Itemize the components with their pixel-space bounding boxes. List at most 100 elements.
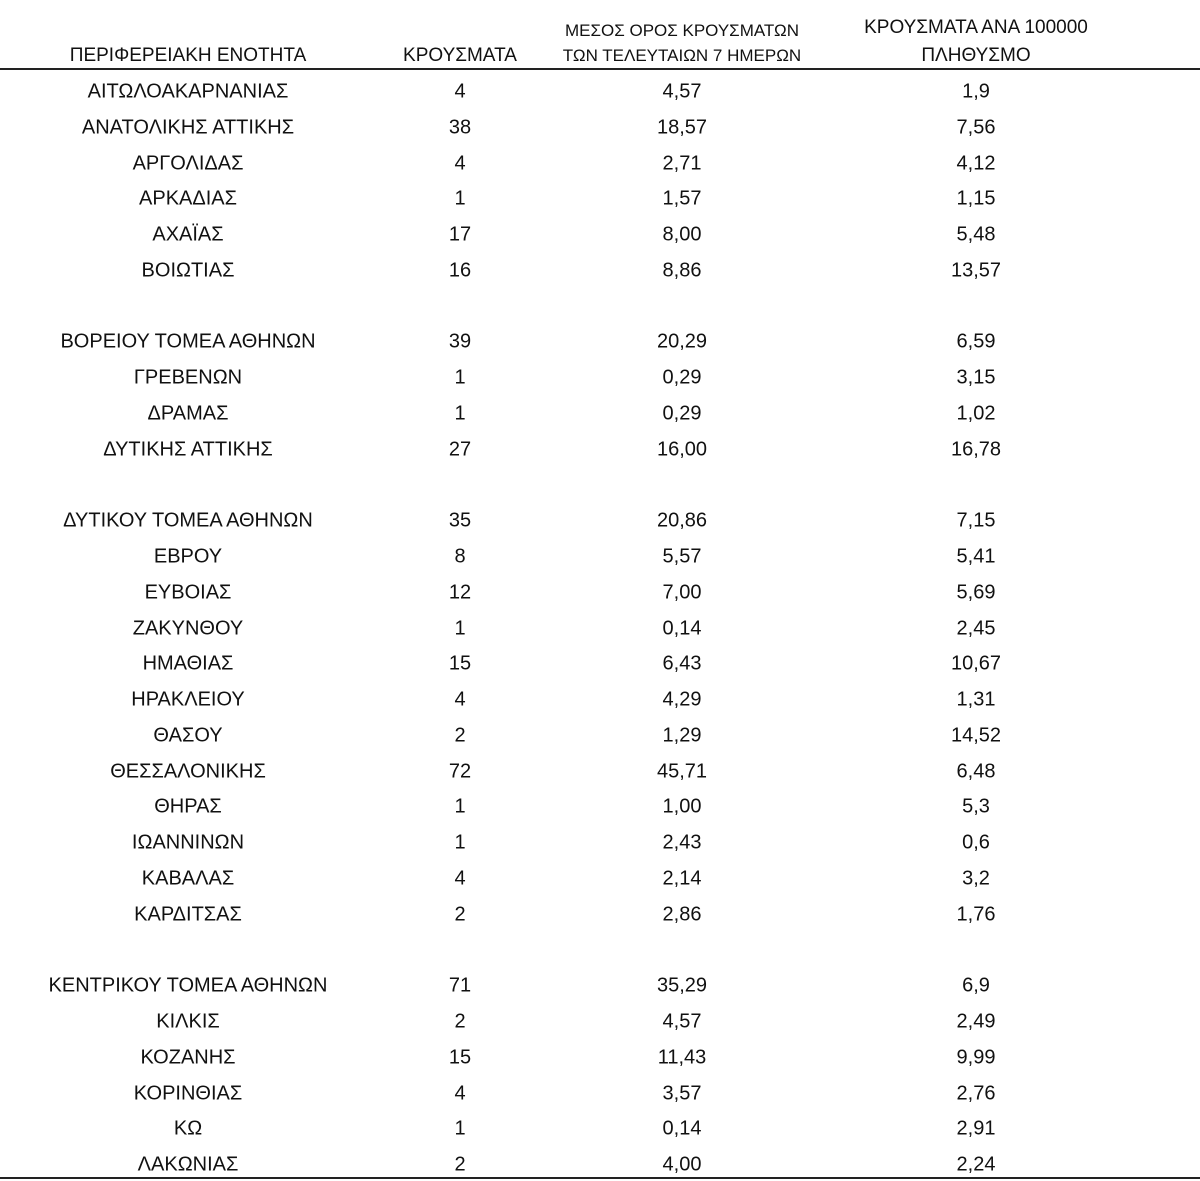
region-name: ΚΟΡΙΝΘΙΑΣ <box>133 1082 243 1105</box>
cell-value: 2,76 <box>956 1082 996 1105</box>
cell-value: 1,00 <box>662 795 702 818</box>
cell-value: 2,43 <box>662 831 702 854</box>
cell-value: 71 <box>448 974 472 997</box>
cell-value: 16 <box>448 259 472 282</box>
cell-value: 1,57 <box>662 187 702 210</box>
cell-value: 1,9 <box>962 80 990 103</box>
cell-value: 7,00 <box>662 581 702 604</box>
cell-value: 20,86 <box>656 509 708 532</box>
cell-value: 8 <box>454 545 466 568</box>
cell-value: 4,29 <box>662 688 702 711</box>
region-name: ΚΩ <box>173 1117 203 1140</box>
cell-value: 2 <box>454 724 466 747</box>
cell-value: 39 <box>448 330 472 353</box>
cell-value: 12 <box>448 581 472 604</box>
region-name: ΒΟΡΕΙΟΥ ΤΟΜΕΑ ΑΘΗΝΩΝ <box>60 330 316 353</box>
cell-value: 2,24 <box>956 1153 996 1176</box>
header-rule <box>0 68 1200 70</box>
cell-value: 6,43 <box>662 652 702 675</box>
cell-value: 0,6 <box>962 831 990 854</box>
cell-value: 1 <box>454 831 466 854</box>
cell-value: 2 <box>454 1010 466 1033</box>
region-name: ΒΟΙΩΤΙΑΣ <box>141 259 235 282</box>
region-name: ΘΕΣΣΑΛΟΝΙΚΗΣ <box>110 760 266 783</box>
region-name: ΕΒΡΟΥ <box>153 545 223 568</box>
cell-value: 1 <box>454 366 466 389</box>
region-name: ΑΧΑΪΑΣ <box>152 223 224 246</box>
cell-value: 17 <box>448 223 472 246</box>
cell-value: 4,00 <box>662 1153 702 1176</box>
column-header: ΜΕΣΟΣ ΟΡΟΣ ΚΡΟΥΣΜΑΤΩΝ <box>565 21 799 40</box>
cell-value: 13,57 <box>950 259 1002 282</box>
cell-value: 1,31 <box>956 688 996 711</box>
region-name: ΚΑΡΔΙΤΣΑΣ <box>134 903 242 926</box>
column-header: ΠΛΗΘΥΣΜΟ <box>921 45 1031 66</box>
cell-value: 0,14 <box>662 1117 702 1140</box>
cell-value: 72 <box>448 760 472 783</box>
cell-value: 2,49 <box>956 1010 996 1033</box>
cell-value: 8,00 <box>662 223 702 246</box>
cell-value: 4 <box>454 867 466 890</box>
cell-value: 5,48 <box>956 223 996 246</box>
region-name: ΗΜΑΘΙΑΣ <box>142 652 234 675</box>
cell-value: 7,15 <box>956 509 996 532</box>
region-name: ΓΡΕΒΕΝΩΝ <box>133 366 243 389</box>
region-name: ΘΗΡΑΣ <box>154 795 222 818</box>
cell-value: 27 <box>448 438 472 461</box>
cell-value: 6,48 <box>956 760 996 783</box>
cell-value: 1 <box>454 1117 466 1140</box>
region-name: ΑΝΑΤΟΛΙΚΗΣ ΑΤΤΙΚΗΣ <box>81 116 295 139</box>
region-name: ΑΙΤΩΛΟΑΚΑΡΝΑΝΙΑΣ <box>87 80 289 103</box>
cell-value: 2,71 <box>662 152 702 175</box>
cell-value: 6,59 <box>956 330 996 353</box>
cell-value: 4,12 <box>956 152 996 175</box>
cell-value: 5,69 <box>956 581 996 604</box>
cell-value: 35 <box>448 509 472 532</box>
region-name: ΛΑΚΩΝΙΑΣ <box>137 1153 239 1176</box>
cell-value: 15 <box>448 652 472 675</box>
cell-value: 0,29 <box>662 402 702 425</box>
column-header: ΚΡΟΥΣΜΑΤΑ <box>403 45 517 66</box>
cell-value: 4,57 <box>662 1010 702 1033</box>
cell-value: 5,3 <box>962 795 990 818</box>
region-name: ΘΑΣΟΥ <box>153 724 223 747</box>
cell-value: 0,29 <box>662 366 702 389</box>
cell-value: 0,14 <box>662 617 702 640</box>
cell-value: 45,71 <box>656 760 708 783</box>
region-name: ΔΡΑΜΑΣ <box>147 402 229 425</box>
cell-value: 16,78 <box>950 438 1002 461</box>
cell-value: 10,67 <box>950 652 1002 675</box>
region-name: ΚΕΝΤΡΙΚΟΥ ΤΟΜΕΑ ΑΘΗΝΩΝ <box>48 974 328 997</box>
cell-value: 38 <box>448 116 472 139</box>
cell-value: 1 <box>454 402 466 425</box>
cell-value: 3,15 <box>956 366 996 389</box>
cell-value: 18,57 <box>656 116 708 139</box>
region-name: ΑΡΓΟΛΙΔΑΣ <box>132 152 244 175</box>
column-header: ΤΩΝ ΤΕΛΕΥΤΑΙΩΝ 7 ΗΜΕΡΩΝ <box>562 46 802 65</box>
cell-value: 1 <box>454 795 466 818</box>
cell-value: 14,52 <box>950 724 1002 747</box>
cell-value: 35,29 <box>656 974 708 997</box>
cell-value: 11,43 <box>657 1046 707 1069</box>
cell-value: 5,57 <box>662 545 702 568</box>
cell-value: 8,86 <box>662 259 702 282</box>
cell-value: 2,86 <box>662 903 702 926</box>
cell-value: 16,00 <box>656 438 708 461</box>
cell-value: 2,14 <box>662 867 702 890</box>
region-name: ΚΟΖΑΝΗΣ <box>140 1046 236 1069</box>
region-name: ΕΥΒΟΙΑΣ <box>144 581 232 604</box>
cell-value: 2,45 <box>956 617 996 640</box>
bottom-rule <box>0 1177 1200 1179</box>
cell-value: 20,29 <box>656 330 708 353</box>
region-name: ΙΩΑΝΝΙΝΩΝ <box>131 831 245 854</box>
cell-value: 5,41 <box>956 545 996 568</box>
cell-value: 4 <box>454 152 466 175</box>
cell-value: 2 <box>454 1153 466 1176</box>
cell-value: 4,57 <box>662 80 702 103</box>
region-name: ΔΥΤΙΚΗΣ ΑΤΤΙΚΗΣ <box>103 438 273 461</box>
cell-value: 1 <box>454 187 466 210</box>
cell-value: 3,57 <box>662 1082 702 1105</box>
region-name: ΗΡΑΚΛΕΙΟΥ <box>131 688 245 711</box>
cell-value: 4 <box>454 80 466 103</box>
